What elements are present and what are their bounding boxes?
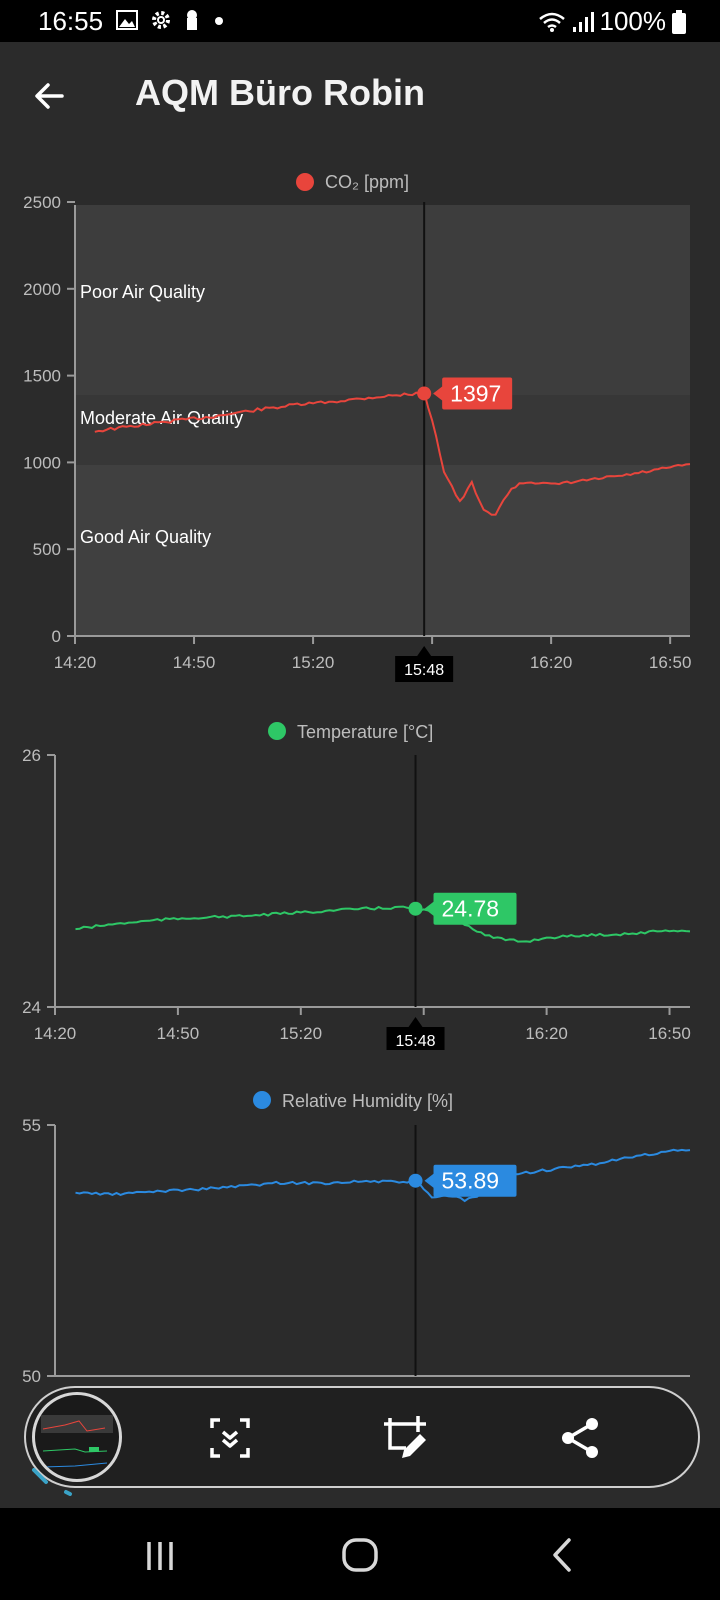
co2-x-tick-label: 14:50 xyxy=(173,653,216,672)
temperature-x-tick-label: 16:20 xyxy=(525,1024,568,1043)
co2-y-tick-label: 0 xyxy=(52,627,61,646)
co2-chart[interactable]: CO₂ [ppm] Poor Air Quality Moderate Air … xyxy=(0,160,720,690)
temperature-x-tick-label: 14:50 xyxy=(157,1024,200,1043)
temperature-x-tick-label: 16:50 xyxy=(648,1024,691,1043)
back-icon[interactable] xyxy=(538,1530,588,1580)
temperature-value-callout: 24.78 xyxy=(424,892,517,925)
temperature-value-label: 24.78 xyxy=(442,896,500,922)
co2-legend-label: CO₂ [ppm] xyxy=(325,172,409,192)
status-bar: 16:55 100% xyxy=(0,0,720,42)
humidity-chart[interactable]: Relative Humidity [%] 50 55 53.89 xyxy=(0,1065,720,1385)
notification-icons xyxy=(116,9,226,31)
temperature-chart[interactable]: Temperature [°C] 24 26 14:20 14:50 15:20 15:… xyxy=(0,700,720,1050)
co2-cursor-point xyxy=(417,386,432,401)
temperature-series-line xyxy=(75,905,691,943)
humidity-legend-label: Relative Humidity [%] xyxy=(282,1091,453,1111)
app-bar: AQM Büro Robin xyxy=(0,42,720,152)
temperature-legend-label: Temperature [°C] xyxy=(297,722,433,742)
gallery-icon xyxy=(116,10,138,30)
temperature-cursor-time: 15:48 xyxy=(386,1017,445,1050)
scroll-capture-icon[interactable] xyxy=(206,1414,254,1462)
temperature-legend: Temperature [°C] xyxy=(268,722,433,742)
screenshot-toolbar xyxy=(24,1386,700,1488)
co2-y-tick-label: 500 xyxy=(33,540,61,559)
temperature-y-tick-label: 26 xyxy=(22,746,41,765)
temperature-y-tick-label: 24 xyxy=(22,998,41,1017)
humidity-value-label: 53.89 xyxy=(442,1168,500,1194)
share-icon[interactable] xyxy=(556,1414,604,1462)
humidity-series-line xyxy=(75,1148,691,1203)
dot-icon xyxy=(215,17,223,25)
temperature-x-tick-label: 14:20 xyxy=(34,1024,77,1043)
crop-edit-icon[interactable] xyxy=(380,1414,428,1462)
co2-x-tick-label: 16:20 xyxy=(530,653,573,672)
page-title: AQM Büro Robin xyxy=(135,72,425,113)
temperature-legend-dot xyxy=(268,722,286,740)
battery-icon xyxy=(672,9,686,34)
co2-legend-dot xyxy=(296,173,314,191)
home-icon[interactable] xyxy=(335,1530,385,1580)
co2-x-tick-label: 15:20 xyxy=(292,653,335,672)
arrow-left-icon[interactable] xyxy=(30,76,70,116)
co2-y-ticks: 0 500 1000 1500 2000 2500 xyxy=(23,193,75,646)
co2-x-tick-label: 14:20 xyxy=(54,653,97,672)
battery-percent: 100% xyxy=(599,6,667,36)
co2-band-poor xyxy=(76,205,690,395)
system-nav-bar xyxy=(0,1508,720,1600)
humidity-cursor-point xyxy=(408,1173,423,1188)
co2-band-good xyxy=(76,465,690,635)
co2-y-tick-label: 1000 xyxy=(23,453,61,472)
temperature-cursor-time-label: 15:48 xyxy=(395,1033,435,1050)
humidity-y-tick-label: 50 xyxy=(22,1367,41,1385)
co2-band-good-label: Good Air Quality xyxy=(80,527,211,547)
humidity-legend: Relative Humidity [%] xyxy=(253,1091,453,1111)
co2-y-tick-label: 2500 xyxy=(23,193,61,212)
co2-band-poor-label: Poor Air Quality xyxy=(80,282,205,302)
temperature-cursor-point xyxy=(408,901,423,916)
screenshot-thumbnail[interactable] xyxy=(32,1392,122,1482)
co2-y-tick-label: 2000 xyxy=(23,280,61,299)
humidity-legend-dot xyxy=(253,1091,271,1109)
co2-legend: CO₂ [ppm] xyxy=(296,172,409,192)
status-time: 16:55 xyxy=(38,6,104,36)
co2-band-moderate xyxy=(76,395,690,465)
co2-value-callout: 1397 xyxy=(433,377,513,410)
wifi-icon xyxy=(538,12,565,32)
humidity-y-tick-label: 55 xyxy=(22,1116,41,1135)
temperature-y-ticks: 24 26 xyxy=(22,746,55,1017)
edge-handle-icon xyxy=(32,1468,72,1496)
co2-x-tick-label: 16:50 xyxy=(649,653,692,672)
keyhole-icon xyxy=(187,10,197,30)
co2-series-line xyxy=(94,390,691,516)
co2-value-label: 1397 xyxy=(450,380,501,406)
temperature-x-tick-label: 15:20 xyxy=(280,1024,323,1043)
status-right: 100% xyxy=(538,6,686,37)
thumbnail-preview xyxy=(41,1415,113,1468)
recent-apps-icon[interactable] xyxy=(135,1530,185,1580)
co2-cursor-time-label: 15:48 xyxy=(404,662,444,679)
humidity-y-ticks: 50 55 xyxy=(22,1116,55,1385)
co2-cursor-time: 15:48 xyxy=(395,646,454,682)
humidity-value-callout: 53.89 xyxy=(424,1164,517,1197)
settings-icon xyxy=(152,11,170,29)
co2-band-moderate-label: Moderate Air Quality xyxy=(80,408,243,428)
co2-y-tick-label: 1500 xyxy=(23,367,61,386)
signal-icon xyxy=(572,11,594,32)
